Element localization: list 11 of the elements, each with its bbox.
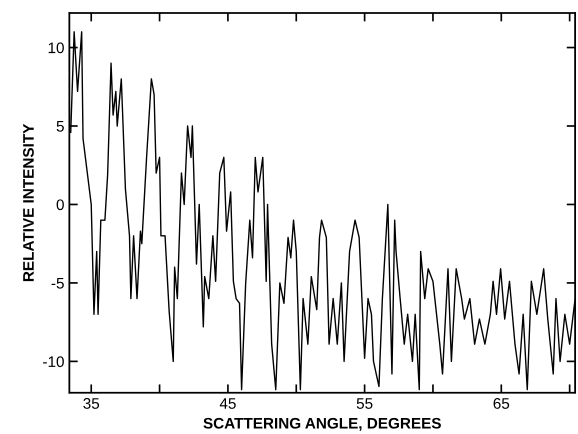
x-tick-label: 35 bbox=[83, 398, 100, 409]
x-axis-title: SCATTERING ANGLE, DEGREES bbox=[203, 418, 441, 431]
y-tick-label: -5 bbox=[52, 278, 64, 289]
y-tick-label: 10 bbox=[48, 42, 64, 54]
y-tick-label: -10 bbox=[43, 356, 64, 368]
y-axis-title: RELATIVE INTENSITY bbox=[23, 124, 34, 282]
x-tick-label: 65 bbox=[494, 398, 510, 409]
y-tick-label: 0 bbox=[56, 199, 64, 210]
x-tick-label: 45 bbox=[220, 398, 236, 409]
x-tick-label: 55 bbox=[356, 398, 372, 409]
y-tick-label: 5 bbox=[56, 121, 64, 132]
